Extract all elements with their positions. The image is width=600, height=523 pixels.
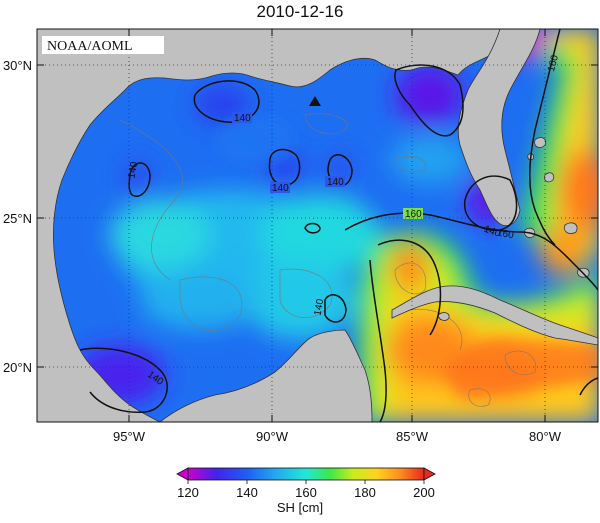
- land: [37, 29, 598, 422]
- colorbar-tick-200: 200: [413, 485, 435, 500]
- major-contours: [79, 29, 598, 422]
- colorbar-gradient: [187, 467, 425, 481]
- colorbar-label: SH [cm]: [276, 500, 324, 515]
- credit-text: NOAA/AOML: [47, 39, 133, 54]
- map-field: 140 140 140 140 140 140 140 160 160 160: [37, 29, 598, 422]
- contour-label-160-b: 160: [546, 54, 561, 73]
- contour-label-140-b: 140: [272, 183, 289, 194]
- colorbar-left-arrow: [176, 467, 189, 481]
- map-frame: [36, 28, 599, 423]
- lon-label-95w: 95°W: [113, 429, 146, 444]
- colorbar-right-arrow: [423, 467, 436, 481]
- lat-label-25n: 25°N: [3, 211, 32, 226]
- lat-label-30n: 30°N: [3, 58, 32, 73]
- colorbar-tick-120: 120: [177, 485, 199, 500]
- contour-label-140-e: 140: [313, 298, 327, 317]
- frame-ticks: [37, 29, 598, 422]
- colorbar-tick-180: 180: [354, 485, 376, 500]
- colorbar-tick-140: 140: [236, 485, 258, 500]
- contour-label-140-a: 140: [234, 113, 251, 124]
- lon-label-85w: 85°W: [396, 429, 429, 444]
- lon-label-90w: 90°W: [256, 429, 289, 444]
- contour-label-140-c: 140: [327, 177, 344, 188]
- colorbar: 120 140 160 180 200: [176, 467, 436, 500]
- map-title: 2010-12-16: [256, 2, 344, 21]
- contour-label-160-c: 160: [496, 228, 515, 242]
- station-marker-triangle: [309, 96, 321, 106]
- contour-labels: 140 140 140 140 140 140 140 160 160 160: [127, 54, 562, 388]
- lat-label-20n: 20°N: [3, 360, 32, 375]
- lon-label-80w: 80°W: [529, 429, 562, 444]
- credit-box: [42, 36, 164, 54]
- graticule: [37, 29, 598, 422]
- contour-label-160-a: 160: [405, 209, 422, 220]
- field-detail: [215, 115, 598, 400]
- colorbar-tick-160: 160: [295, 485, 317, 500]
- contour-label-140-d: 140: [127, 161, 141, 180]
